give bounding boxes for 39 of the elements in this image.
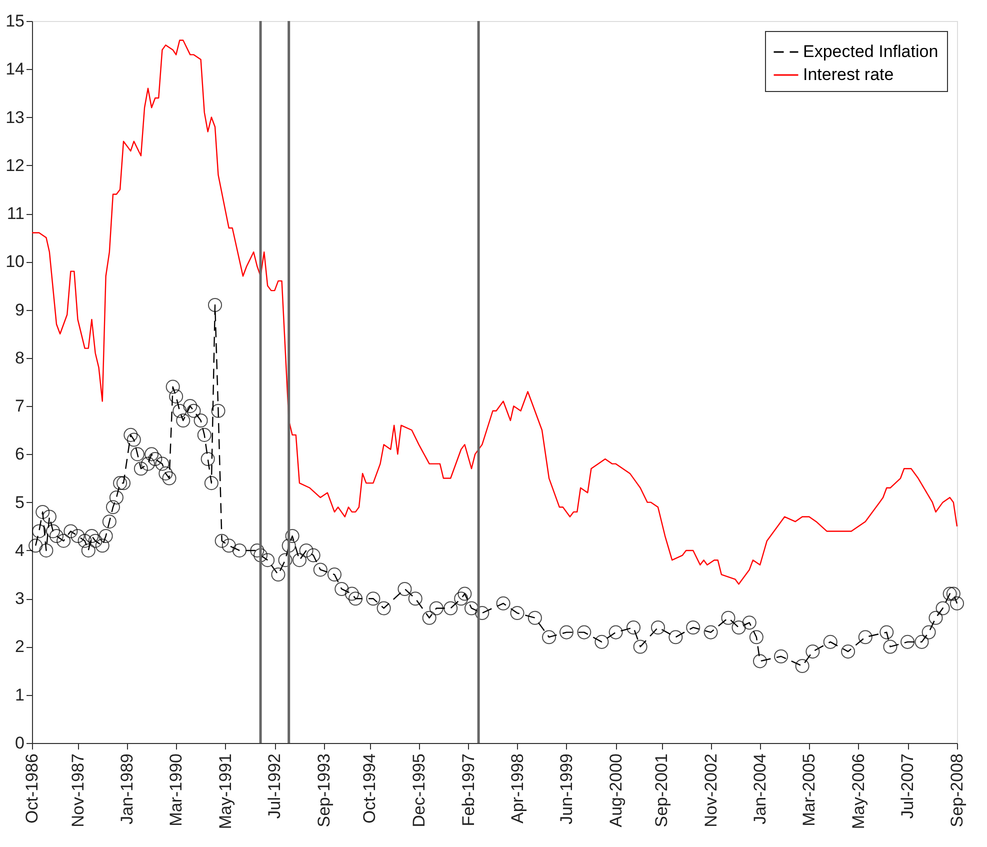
y-tick-label: 15 (6, 12, 24, 30)
x-tick-label: Apr-1998 (508, 754, 527, 824)
x-tick-label: Mar-1990 (166, 754, 186, 826)
y-tick-label: 7 (15, 396, 24, 416)
y-tick-label: 10 (6, 252, 24, 272)
x-tick-label: May-1991 (216, 754, 235, 830)
y-tick-label: 11 (6, 204, 24, 224)
y-tick-label: 3 (15, 589, 24, 608)
line-series (31, 40, 958, 585)
x-tick-label: Oct-1994 (360, 754, 380, 824)
y-tick-label: 2 (15, 637, 24, 656)
y-tick-label: 1 (15, 685, 24, 704)
x-tick-label: Feb-1997 (458, 754, 478, 826)
y-tick-label: 8 (15, 348, 24, 368)
x-tick-label: Jul-2007 (898, 754, 918, 819)
y-tick-label: 5 (15, 492, 24, 512)
x-tick-label: Sep-2001 (652, 754, 672, 828)
x-tick-label: Aug-2000 (606, 754, 626, 828)
y-tick-label: 14 (6, 60, 24, 79)
y-tick-label: 12 (6, 156, 24, 175)
x-tick-label: Jan-1989 (118, 754, 137, 824)
x-tick-label: Mar-2005 (800, 754, 819, 826)
x-tick-label: Jul-1992 (265, 754, 284, 819)
x-tick-label: Sep-1993 (314, 754, 334, 828)
y-tick-label: 13 (6, 108, 24, 127)
x-tick-label: Jan-2004 (750, 754, 770, 824)
y-tick-label: 4 (15, 540, 24, 560)
x-tick-label: Oct-1986 (22, 754, 42, 824)
x-tick-label: Dec-1995 (409, 754, 428, 828)
y-tick-label: 0 (15, 734, 24, 752)
x-tick-label: Sep-2008 (948, 754, 966, 828)
y-tick-label: 6 (15, 444, 24, 464)
y-tick-label: 9 (15, 300, 24, 320)
legend-label: Expected Inflation (803, 42, 938, 61)
x-tick-label: Nov-2002 (701, 754, 720, 828)
x-tick-label: Jun-1999 (556, 754, 576, 824)
x-tick-label: Nov-1987 (68, 754, 88, 828)
x-tick-label: May-2006 (848, 754, 868, 830)
legend-label: Interest rate (803, 65, 894, 84)
